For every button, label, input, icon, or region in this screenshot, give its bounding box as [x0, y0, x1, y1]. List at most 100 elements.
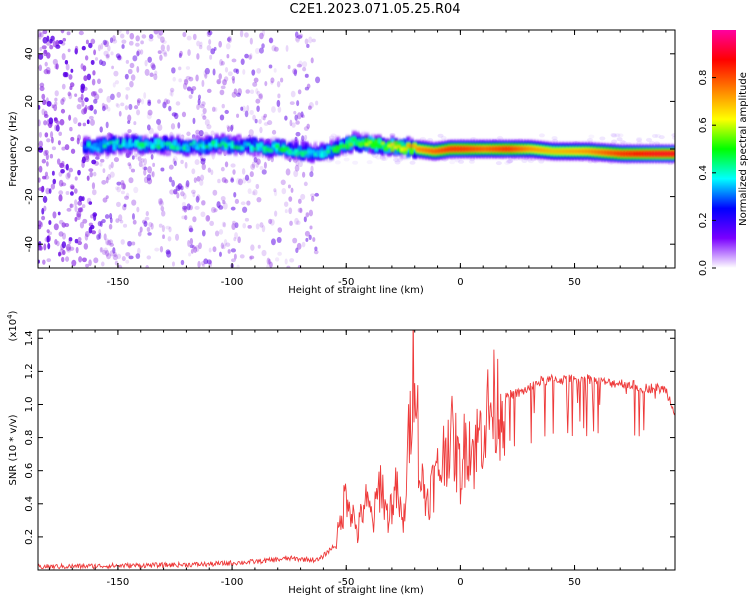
noise-speck [306, 123, 310, 129]
noise-speck [246, 104, 250, 112]
ridge-cell [579, 149, 583, 154]
noise-speck [216, 80, 221, 85]
noise-speck [218, 229, 224, 235]
ridge-cell [428, 149, 433, 153]
noise-speck [185, 180, 190, 188]
noise-speck [291, 122, 296, 128]
x-tick-label: -150 [107, 277, 130, 288]
halo-speck [495, 161, 502, 166]
ridge-cell [364, 138, 369, 146]
snr-x-label: Height of straight line (km) [288, 585, 424, 596]
noise-speck [224, 161, 229, 168]
halo-speck [636, 137, 643, 142]
noise-speck [314, 246, 318, 252]
ridge-cell [294, 142, 299, 154]
noise-speck [80, 141, 84, 148]
noise-speck [266, 257, 271, 265]
halo-speck [469, 157, 476, 162]
noise-speck [125, 94, 129, 100]
noise-speck [186, 86, 192, 91]
noise-speck [266, 263, 271, 268]
noise-speck [270, 80, 274, 85]
ridge-cell [508, 147, 513, 151]
noise-speck [230, 248, 237, 253]
noise-speck [121, 255, 126, 262]
ridge-cell [297, 151, 302, 155]
noise-speck [186, 131, 191, 137]
ridge-cell [201, 141, 206, 149]
noise-speck [48, 117, 54, 125]
noise-speck [269, 261, 273, 268]
noise-speck [248, 129, 254, 137]
chart-title: C2E1.2023.071.05.25.R04 [289, 2, 461, 17]
noise-speck [220, 166, 225, 172]
noise-speck [271, 129, 277, 135]
noise-speck [62, 232, 66, 240]
ridge-cell [460, 147, 465, 151]
noise-speck [178, 66, 182, 71]
noise-speck [88, 259, 92, 267]
noise-speck [220, 85, 226, 90]
noise-speck [191, 245, 196, 250]
noise-speck [120, 190, 125, 195]
noise-speck [38, 30, 42, 38]
noise-speck [183, 78, 189, 86]
noise-speck [98, 59, 103, 66]
noise-speck [38, 245, 42, 251]
ridge-cell [163, 141, 168, 146]
noise-speck [127, 114, 132, 122]
noise-speck [77, 169, 81, 176]
ridge-cell [128, 138, 133, 147]
noise-speck [172, 76, 176, 82]
noise-speck [150, 62, 156, 69]
ridge-cell [153, 144, 158, 149]
noise-speck [187, 49, 191, 56]
noise-speck [85, 39, 89, 45]
noise-speck [254, 118, 258, 124]
noise-speck [259, 126, 263, 134]
halo-speck [394, 158, 401, 163]
noise-speck [137, 231, 142, 237]
noise-speck [59, 118, 65, 126]
noise-speck [287, 64, 291, 70]
halo-speck [538, 133, 545, 138]
noise-speck [109, 213, 113, 220]
halo-speck [645, 137, 652, 142]
noise-speck [46, 100, 52, 107]
noise-speck [236, 113, 240, 118]
ridge-cell [138, 142, 142, 151]
x-tick-label: 0 [457, 277, 463, 288]
ridge-cell [253, 140, 257, 148]
ridge-cell [598, 150, 603, 155]
ridge-cell [201, 145, 206, 149]
noise-speck [58, 252, 62, 256]
ridge-cell [208, 143, 213, 151]
noise-speck [121, 44, 125, 49]
noise-speck [136, 98, 142, 104]
noise-speck [261, 30, 266, 37]
noise-speck [77, 240, 83, 246]
noise-speck [154, 70, 158, 76]
noise-speck [43, 205, 47, 212]
noise-speck [204, 119, 210, 126]
ridge-cell [511, 147, 516, 151]
noise-speck [220, 242, 224, 249]
noise-speck [190, 88, 194, 95]
noise-speck [163, 51, 168, 57]
ridge-cell [591, 150, 596, 154]
ridge-cell [138, 142, 142, 147]
noise-speck [90, 91, 96, 97]
noise-speck [93, 49, 97, 56]
noise-speck [74, 238, 79, 244]
noise-speck [87, 105, 93, 111]
noise-speck [298, 33, 304, 38]
y-tick-label: -20 [24, 188, 35, 204]
noise-speck [69, 203, 75, 208]
snr-frame [37, 329, 676, 571]
noise-speck [58, 219, 64, 225]
ridge-cell [83, 145, 88, 150]
noise-speck [208, 38, 212, 45]
noise-speck [138, 161, 143, 168]
noise-speck [64, 144, 70, 151]
ridge-cell [614, 151, 619, 156]
